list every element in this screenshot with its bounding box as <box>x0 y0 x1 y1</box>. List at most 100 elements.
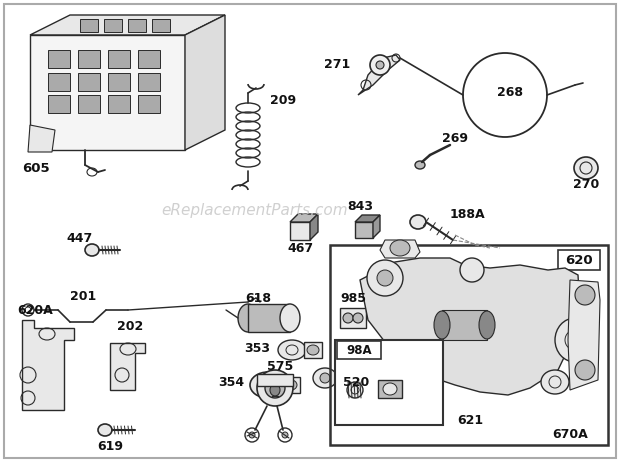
Ellipse shape <box>353 313 363 323</box>
Bar <box>282 377 300 393</box>
Ellipse shape <box>541 370 569 394</box>
Polygon shape <box>373 215 380 238</box>
Bar <box>337 341 381 359</box>
Text: 353: 353 <box>244 341 270 354</box>
Text: 620: 620 <box>565 254 593 267</box>
Polygon shape <box>360 258 580 395</box>
Ellipse shape <box>574 157 598 179</box>
Text: 354: 354 <box>218 377 244 389</box>
Bar <box>108 73 130 91</box>
Polygon shape <box>355 222 373 238</box>
Polygon shape <box>568 280 600 390</box>
Text: 270: 270 <box>573 177 599 190</box>
Bar <box>108 95 130 113</box>
Bar <box>442 310 487 340</box>
Text: 605: 605 <box>22 162 50 175</box>
Ellipse shape <box>347 382 363 398</box>
Text: 188A: 188A <box>450 207 485 220</box>
Ellipse shape <box>367 260 403 296</box>
Text: 575: 575 <box>267 359 293 372</box>
Bar <box>340 308 366 328</box>
Polygon shape <box>128 19 146 32</box>
Text: 98A: 98A <box>346 344 372 357</box>
Ellipse shape <box>434 311 450 339</box>
Bar <box>558 250 600 270</box>
Ellipse shape <box>278 340 306 360</box>
Ellipse shape <box>370 55 390 75</box>
Ellipse shape <box>85 244 99 256</box>
Ellipse shape <box>377 270 393 286</box>
Ellipse shape <box>555 318 595 362</box>
Ellipse shape <box>282 432 288 438</box>
Bar <box>48 73 70 91</box>
Text: 202: 202 <box>117 321 143 334</box>
Polygon shape <box>152 19 170 32</box>
Text: 843: 843 <box>347 200 373 213</box>
Polygon shape <box>355 215 380 222</box>
Bar <box>138 95 160 113</box>
Text: 209: 209 <box>270 93 296 107</box>
Text: 271: 271 <box>324 59 350 72</box>
Text: 618: 618 <box>245 292 271 304</box>
Ellipse shape <box>285 380 297 390</box>
Polygon shape <box>358 55 400 95</box>
Text: eReplacementParts.com: eReplacementParts.com <box>161 203 348 218</box>
Ellipse shape <box>320 373 330 383</box>
Ellipse shape <box>257 370 293 406</box>
Polygon shape <box>380 240 420 258</box>
Bar <box>335 340 443 425</box>
Polygon shape <box>110 343 145 390</box>
Bar <box>138 50 160 68</box>
Bar <box>78 50 100 68</box>
Bar <box>108 50 130 68</box>
Polygon shape <box>185 15 225 150</box>
Polygon shape <box>30 15 225 35</box>
Ellipse shape <box>383 383 397 395</box>
Text: 520: 520 <box>343 376 370 389</box>
Bar <box>330 245 608 445</box>
Bar <box>378 380 402 398</box>
Polygon shape <box>290 222 310 240</box>
Polygon shape <box>104 19 122 32</box>
Ellipse shape <box>249 432 255 438</box>
Bar <box>138 73 160 91</box>
Ellipse shape <box>250 372 286 398</box>
Bar <box>48 95 70 113</box>
Ellipse shape <box>98 424 112 436</box>
Text: 467: 467 <box>287 242 313 255</box>
Ellipse shape <box>280 304 300 332</box>
Text: 620A: 620A <box>17 304 53 316</box>
Text: 268: 268 <box>497 86 523 99</box>
Polygon shape <box>22 320 74 410</box>
Bar <box>257 374 293 386</box>
Ellipse shape <box>265 378 285 398</box>
Bar <box>48 50 70 68</box>
Ellipse shape <box>313 368 337 388</box>
Ellipse shape <box>270 384 280 396</box>
Ellipse shape <box>376 61 384 69</box>
Bar <box>78 73 100 91</box>
Polygon shape <box>30 35 185 150</box>
Text: 201: 201 <box>70 290 96 303</box>
Text: 670A: 670A <box>552 428 588 442</box>
Polygon shape <box>28 125 55 152</box>
Ellipse shape <box>460 258 484 282</box>
Ellipse shape <box>238 304 258 332</box>
Bar <box>78 95 100 113</box>
Text: 621: 621 <box>457 413 483 426</box>
Polygon shape <box>310 214 318 240</box>
Text: 269: 269 <box>442 132 468 145</box>
Bar <box>248 304 290 332</box>
Text: 985: 985 <box>340 292 366 304</box>
Ellipse shape <box>406 363 434 387</box>
Ellipse shape <box>575 285 595 305</box>
Ellipse shape <box>343 313 353 323</box>
Ellipse shape <box>415 161 425 169</box>
Text: 619: 619 <box>97 439 123 452</box>
Ellipse shape <box>410 215 426 229</box>
Ellipse shape <box>575 360 595 380</box>
Ellipse shape <box>479 311 495 339</box>
Bar <box>304 342 322 358</box>
Text: 447: 447 <box>67 231 93 244</box>
Ellipse shape <box>390 240 410 256</box>
